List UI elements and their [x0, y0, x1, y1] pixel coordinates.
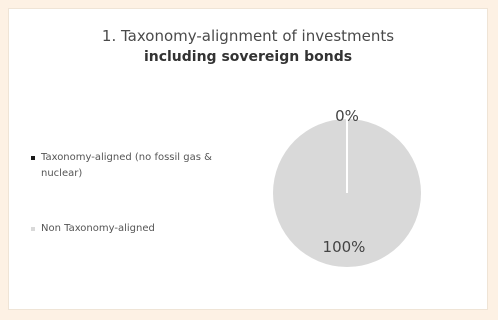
legend-marker-aligned: [31, 156, 35, 160]
data-label-aligned: 0%: [335, 107, 359, 125]
chart-title: 1. Taxonomy-alignment of investments: [101, 27, 395, 45]
legend-item-aligned: Taxonomy-aligned (no fossil gas & nuclea…: [31, 150, 261, 182]
legend-item-non-aligned: Non Taxonomy-aligned: [31, 221, 261, 237]
data-label-non-aligned: 100%: [323, 238, 366, 256]
legend-label-aligned: Taxonomy-aligned (no fossil gas & nuclea…: [41, 152, 212, 179]
chart-subtitle: including sovereign bonds: [143, 49, 353, 65]
legend-marker-non-aligned: [31, 227, 35, 231]
chart-card: 1. Taxonomy-alignment of investments inc…: [8, 8, 488, 310]
pie-chart: 0% 100%: [273, 107, 421, 267]
legend-label-non-aligned: Non Taxonomy-aligned: [41, 223, 155, 234]
